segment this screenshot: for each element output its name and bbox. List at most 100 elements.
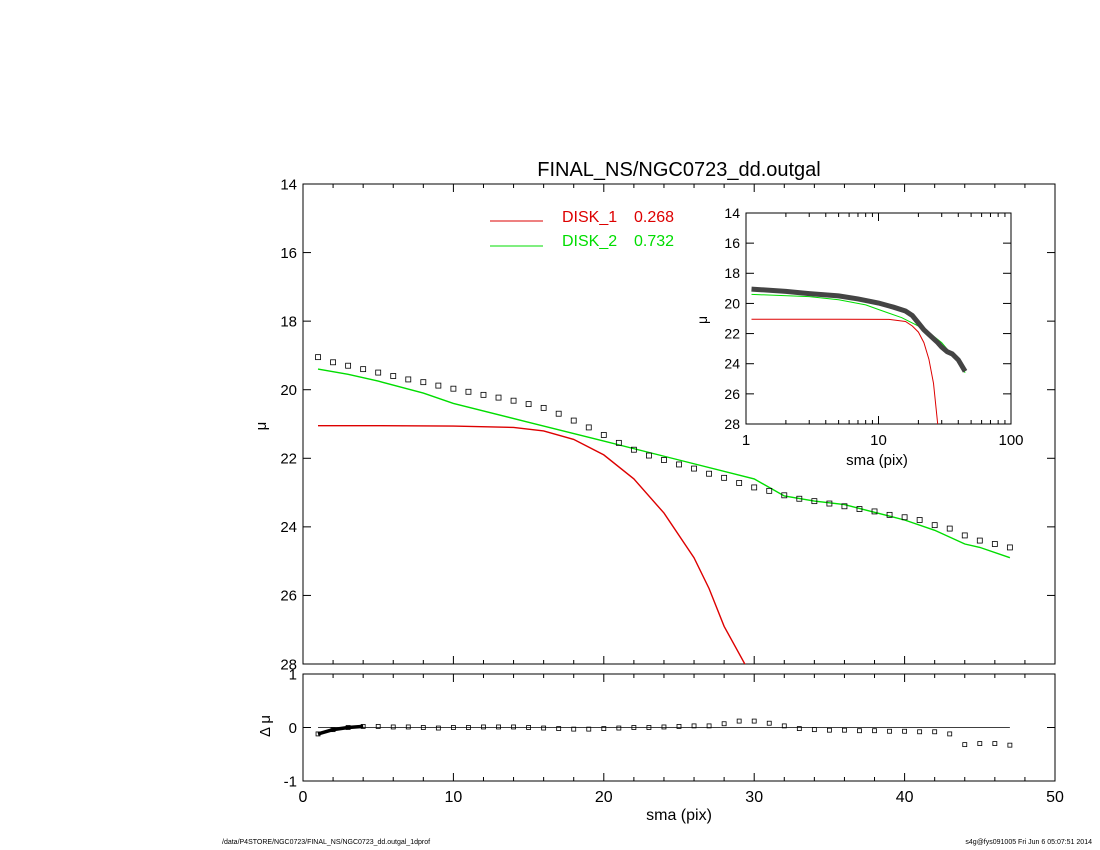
data-point — [991, 541, 998, 547]
data-point — [856, 506, 863, 512]
data-point — [390, 373, 397, 379]
inset-ytick-label: 22 — [724, 325, 740, 341]
data-point — [886, 511, 893, 518]
inset-plot-frame — [745, 212, 1012, 425]
inset-ytick-label: 24 — [724, 356, 740, 372]
data-point — [360, 366, 367, 373]
main-ytick-label: 26 — [280, 588, 297, 605]
residual-point — [842, 727, 847, 733]
data-point — [630, 446, 637, 453]
data-point — [420, 379, 427, 386]
residual-point — [496, 724, 501, 730]
residual-point — [811, 727, 817, 733]
residual-point — [676, 724, 682, 729]
resid-ytick-label: 1 — [289, 666, 297, 683]
main-ytick-label: 22 — [280, 451, 297, 468]
data-point — [706, 470, 712, 477]
data-point — [375, 369, 382, 376]
data-point — [1006, 544, 1013, 551]
residual-point — [992, 741, 998, 746]
residual-point — [857, 728, 862, 734]
data-point — [826, 500, 833, 507]
residual-point — [601, 726, 607, 731]
resid-xtick-label: 50 — [1046, 789, 1064, 806]
data-point — [901, 514, 908, 521]
data-point — [330, 359, 336, 366]
inset-plot-area: 14 16 18 20 22 24 26 281 10 100 — [724, 205, 1023, 449]
data-point — [510, 397, 517, 404]
main-plot-frame — [302, 183, 1056, 665]
inset-xtick-label: 10 — [870, 432, 887, 449]
residual-point — [511, 724, 516, 730]
series-line-disk-1 — [318, 425, 746, 664]
residual-point — [481, 724, 486, 730]
main-ytick-label: 20 — [280, 382, 297, 399]
residual-point — [390, 724, 396, 730]
residual-point — [541, 725, 547, 731]
residual-point — [902, 728, 907, 734]
main-ytick-label: 16 — [280, 245, 297, 262]
data-point — [600, 432, 607, 438]
residual-point — [766, 720, 772, 726]
series-line-disk-2 — [317, 368, 1011, 559]
data-point — [615, 439, 622, 446]
data-point — [751, 484, 758, 491]
data-point — [976, 537, 983, 544]
data-point — [345, 362, 352, 369]
residual-point — [420, 725, 426, 730]
residual-y-axis-label: Δ μ — [257, 715, 274, 737]
data-point — [585, 424, 592, 431]
data-point — [525, 401, 532, 408]
data-point — [961, 532, 968, 539]
residual-point — [796, 726, 802, 731]
residual-point — [586, 726, 592, 732]
data-point — [555, 410, 562, 417]
data-point — [540, 404, 547, 411]
data-point — [480, 391, 487, 398]
resid-xtick-label: 10 — [445, 789, 463, 806]
data-point — [781, 492, 788, 499]
residual-point — [962, 742, 968, 748]
inset-x-axis-label: sma (pix) — [846, 452, 908, 469]
residual-dense-segment — [317, 724, 364, 736]
inset-xtick-label: 1 — [742, 432, 750, 449]
residual-point — [751, 718, 757, 724]
legend-value-disk-2: 0.732 — [634, 233, 674, 250]
footer-file-path: /data/P4STORE/NGC0723/FINAL_NS/NGC0723_d… — [222, 839, 431, 846]
data-point — [871, 508, 878, 515]
main-ytick-label: 28 — [280, 656, 297, 673]
residual-point — [375, 724, 381, 729]
legend-label-disk-2: DISK_2 — [562, 233, 617, 250]
residual-point — [887, 728, 892, 734]
data-point — [570, 417, 577, 424]
inset-ytick-label: 26 — [724, 386, 740, 402]
inset-series-line-data — [751, 286, 968, 373]
main-chart-title: FINAL_NS/NGC0723_dd.outgal — [537, 159, 821, 181]
data-point — [661, 457, 667, 463]
main-ytick-label: 18 — [280, 313, 297, 330]
main-plot-area: 14 16 18 20 22 24 26 28 — [280, 176, 1056, 673]
inset-ytick-label: 18 — [724, 265, 740, 281]
data-point — [916, 517, 923, 523]
data-point — [691, 465, 697, 472]
data-point — [946, 525, 953, 532]
data-point — [766, 487, 773, 494]
footer-timestamp: s4g@fys091005 Fri Jun 6 05:07:51 2014 — [965, 839, 1092, 846]
residual-point — [571, 726, 577, 732]
resid-xtick-label: 30 — [745, 789, 763, 806]
main-ytick-label: 24 — [280, 519, 297, 536]
data-point — [465, 388, 472, 395]
residual-point — [450, 725, 456, 730]
inset-ytick-label: 20 — [724, 295, 740, 311]
residual-point — [556, 726, 562, 731]
data-point — [315, 354, 321, 361]
residual-point — [706, 723, 712, 729]
data-point — [736, 480, 743, 486]
main-ytick-label: 14 — [280, 176, 297, 193]
resid-ytick-label: 0 — [289, 720, 297, 737]
residual-point — [827, 727, 832, 733]
data-point — [646, 452, 652, 459]
residual-point — [872, 728, 877, 734]
